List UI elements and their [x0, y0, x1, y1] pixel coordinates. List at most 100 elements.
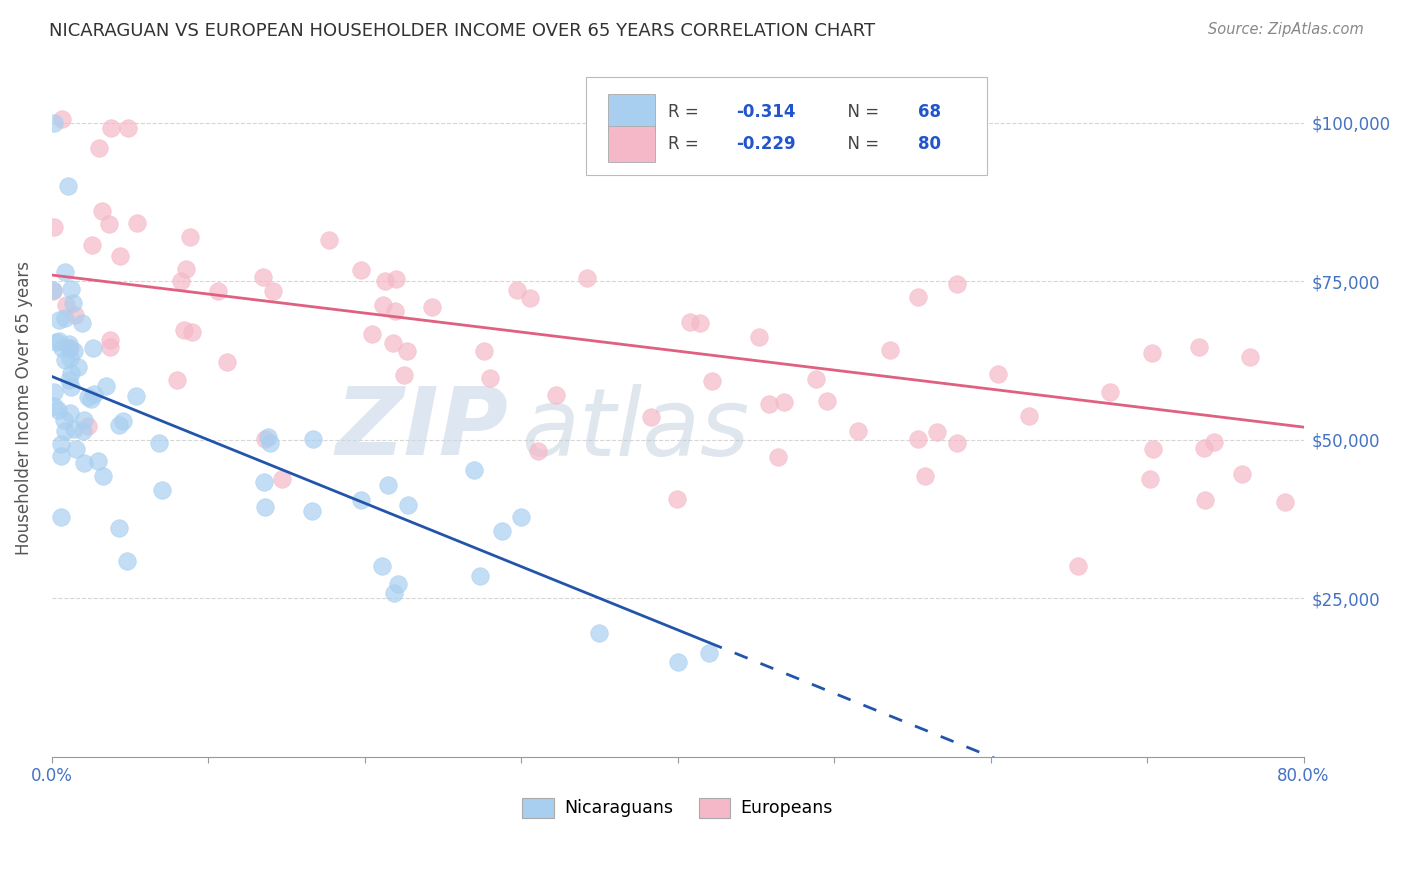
- Point: [42, 400, 65, 414]
- Point: [72, 424, 94, 438]
- Point: [360, 326, 382, 341]
- Text: atlas: atlas: [522, 384, 749, 475]
- Text: R =: R =: [668, 135, 703, 153]
- Point: [100, 121, 122, 136]
- Point: [1239, 351, 1261, 365]
- Point: [53, 265, 76, 279]
- Point: [588, 626, 610, 640]
- Point: [77, 390, 100, 404]
- Legend: Nicaraguans, Europeans: Nicaraguans, Europeans: [516, 790, 839, 824]
- Point: [98, 340, 121, 354]
- Point: [53, 424, 76, 438]
- Point: [62, 422, 84, 436]
- Point: [666, 655, 689, 669]
- Point: [350, 492, 373, 507]
- Point: [49, 437, 72, 451]
- Point: [51, 449, 73, 463]
- Point: [51, 342, 73, 356]
- Point: [176, 262, 198, 277]
- Point: [65, 308, 87, 322]
- Point: [270, 472, 292, 486]
- Point: [173, 323, 195, 337]
- Point: [253, 500, 276, 514]
- Point: [207, 284, 229, 298]
- Point: [127, 216, 149, 230]
- Point: [115, 553, 138, 567]
- Point: [478, 371, 501, 385]
- Point: [58, 351, 80, 365]
- Point: [1067, 559, 1090, 574]
- Point: [181, 325, 204, 339]
- Point: [907, 290, 929, 304]
- Point: [1140, 346, 1163, 360]
- Point: [946, 277, 969, 291]
- FancyBboxPatch shape: [607, 126, 655, 161]
- Point: [56, 179, 79, 194]
- Point: [301, 504, 323, 518]
- Point: [382, 586, 405, 600]
- Point: [766, 450, 789, 465]
- Point: [510, 510, 533, 524]
- Point: [82, 341, 104, 355]
- Point: [576, 271, 599, 285]
- Point: [396, 344, 419, 359]
- Point: [150, 483, 173, 498]
- Point: [1204, 435, 1226, 450]
- Point: [179, 230, 201, 244]
- Point: [80, 238, 103, 252]
- Point: [377, 478, 399, 492]
- Point: [60, 282, 83, 296]
- Point: [702, 374, 724, 388]
- Text: 80: 80: [918, 135, 941, 153]
- Point: [148, 435, 170, 450]
- Point: [53, 412, 76, 426]
- Point: [1194, 493, 1216, 508]
- Point: [384, 303, 406, 318]
- Point: [350, 263, 373, 277]
- Point: [679, 315, 702, 329]
- Point: [253, 432, 276, 446]
- Point: [45, 335, 67, 350]
- Text: R =: R =: [668, 103, 703, 121]
- Point: [217, 355, 239, 369]
- Text: -0.229: -0.229: [737, 135, 796, 153]
- Point: [70, 316, 93, 330]
- Point: [1188, 340, 1211, 354]
- Point: [117, 121, 139, 136]
- Point: [87, 141, 110, 155]
- Point: [773, 394, 796, 409]
- Point: [86, 454, 108, 468]
- Point: [472, 344, 495, 359]
- Point: [53, 311, 76, 326]
- Point: [463, 463, 485, 477]
- Point: [66, 359, 89, 374]
- Point: [987, 368, 1010, 382]
- Point: [63, 343, 86, 358]
- Point: [77, 418, 100, 433]
- Point: [519, 291, 541, 305]
- Text: 68: 68: [918, 103, 941, 121]
- Point: [96, 379, 118, 393]
- Point: [914, 469, 936, 483]
- Point: [385, 272, 408, 286]
- Point: [396, 498, 419, 512]
- Point: [59, 341, 82, 355]
- Point: [1194, 441, 1216, 455]
- Point: [387, 577, 409, 591]
- Point: [252, 269, 274, 284]
- Point: [42, 284, 65, 298]
- Point: [815, 393, 838, 408]
- Point: [506, 283, 529, 297]
- Point: [1142, 442, 1164, 456]
- Point: [392, 368, 415, 382]
- Point: [60, 380, 83, 394]
- Text: ZIP: ZIP: [336, 383, 509, 475]
- Point: [98, 333, 121, 347]
- Point: [259, 436, 281, 450]
- Point: [301, 432, 323, 446]
- Point: [42, 283, 65, 297]
- Point: [373, 298, 395, 312]
- Point: [257, 429, 280, 443]
- Point: [748, 330, 770, 344]
- Point: [697, 646, 720, 660]
